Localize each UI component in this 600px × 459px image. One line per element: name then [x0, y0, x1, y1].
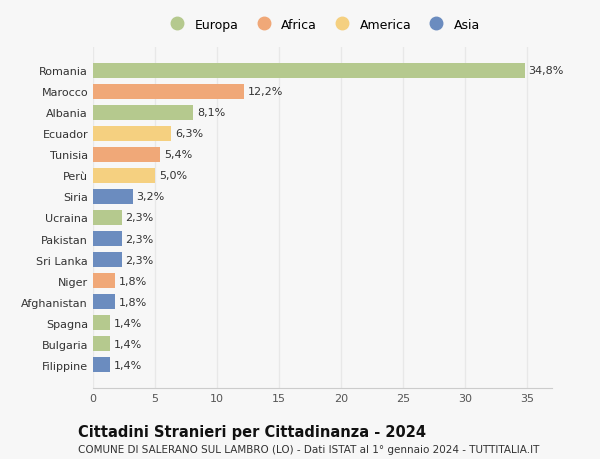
- Text: 1,8%: 1,8%: [119, 276, 148, 286]
- Text: 34,8%: 34,8%: [529, 66, 564, 76]
- Bar: [93, 127, 171, 142]
- Bar: [93, 190, 133, 205]
- Text: 1,8%: 1,8%: [119, 297, 148, 307]
- Text: 8,1%: 8,1%: [197, 108, 226, 118]
- Text: 2,3%: 2,3%: [125, 234, 154, 244]
- Bar: [93, 252, 122, 268]
- Text: 5,4%: 5,4%: [164, 150, 192, 160]
- Text: 12,2%: 12,2%: [248, 87, 283, 97]
- Bar: [93, 315, 110, 330]
- Bar: [93, 211, 122, 225]
- Bar: [93, 274, 115, 289]
- Legend: Europa, Africa, America, Asia: Europa, Africa, America, Asia: [160, 14, 485, 37]
- Bar: [93, 294, 115, 309]
- Text: 3,2%: 3,2%: [136, 192, 164, 202]
- Bar: [93, 106, 193, 121]
- Bar: [93, 357, 110, 372]
- Text: COMUNE DI SALERANO SUL LAMBRO (LO) - Dati ISTAT al 1° gennaio 2024 - TUTTITALIA.: COMUNE DI SALERANO SUL LAMBRO (LO) - Dat…: [78, 444, 539, 454]
- Bar: [93, 147, 160, 162]
- Bar: [93, 64, 525, 79]
- Text: Cittadini Stranieri per Cittadinanza - 2024: Cittadini Stranieri per Cittadinanza - 2…: [78, 425, 426, 440]
- Bar: [93, 168, 155, 184]
- Bar: [93, 231, 122, 246]
- Text: 2,3%: 2,3%: [125, 255, 154, 265]
- Bar: [93, 84, 244, 100]
- Text: 1,4%: 1,4%: [114, 360, 142, 370]
- Text: 1,4%: 1,4%: [114, 318, 142, 328]
- Text: 5,0%: 5,0%: [159, 171, 187, 181]
- Bar: [93, 336, 110, 352]
- Text: 6,3%: 6,3%: [175, 129, 203, 139]
- Text: 1,4%: 1,4%: [114, 339, 142, 349]
- Text: 2,3%: 2,3%: [125, 213, 154, 223]
